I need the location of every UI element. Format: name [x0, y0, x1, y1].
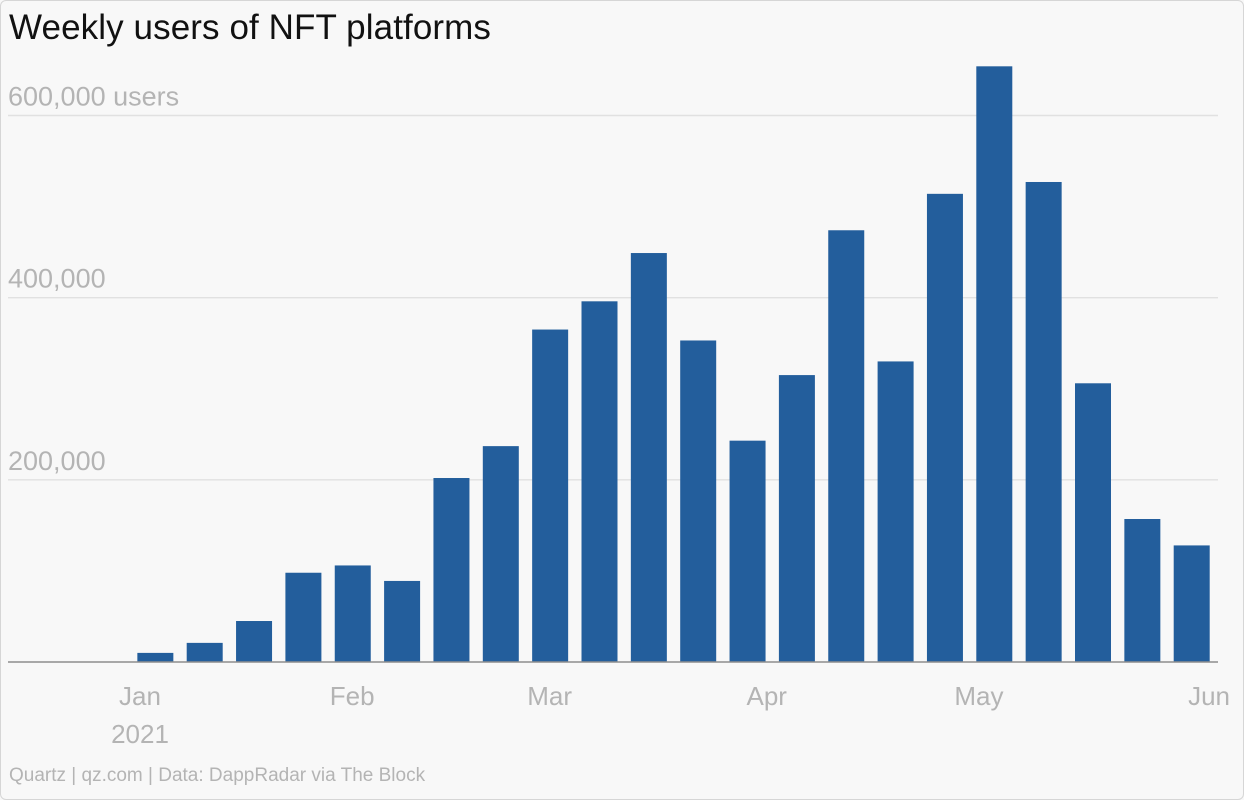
bar — [1173, 545, 1210, 662]
bar — [926, 193, 963, 662]
bar — [729, 440, 766, 662]
bar — [482, 446, 519, 662]
y-tick-label: 600,000 users — [8, 82, 179, 112]
source-credit: Quartz | qz.com | Data: DappRadar via Th… — [9, 765, 426, 786]
bar-chart: 200,000 400,000 600,000 users Jan 2021 Feb Mar… — [8, 66, 1230, 749]
y-tick-label: 200,000 — [8, 446, 106, 476]
x-tick-label: Apr — [747, 681, 788, 711]
bar — [581, 301, 618, 662]
bar — [1025, 181, 1062, 662]
bar — [1075, 383, 1111, 662]
chart-title: Weekly users of NFT platforms — [9, 8, 492, 47]
bar — [877, 361, 914, 662]
x-tick-label: Mar — [527, 681, 572, 711]
bar — [976, 66, 1013, 662]
bar — [828, 230, 865, 662]
x-tick-sublabel: 2021 — [111, 719, 169, 749]
y-tick-label: 400,000 — [8, 264, 106, 294]
bar — [433, 478, 470, 662]
bar — [285, 572, 322, 662]
x-tick-label: Jun — [1188, 681, 1230, 711]
bar — [532, 329, 569, 662]
bar — [1124, 518, 1161, 662]
bar — [778, 375, 815, 662]
x-tick-label: Jan — [119, 681, 161, 711]
x-tick-label: Feb — [330, 681, 375, 711]
x-tick-label: May — [954, 681, 1003, 711]
bar — [630, 253, 667, 662]
bar — [236, 621, 273, 662]
bar — [384, 580, 421, 662]
bar — [186, 642, 223, 662]
bar — [334, 565, 371, 662]
bar — [680, 340, 717, 662]
bar — [137, 652, 174, 662]
